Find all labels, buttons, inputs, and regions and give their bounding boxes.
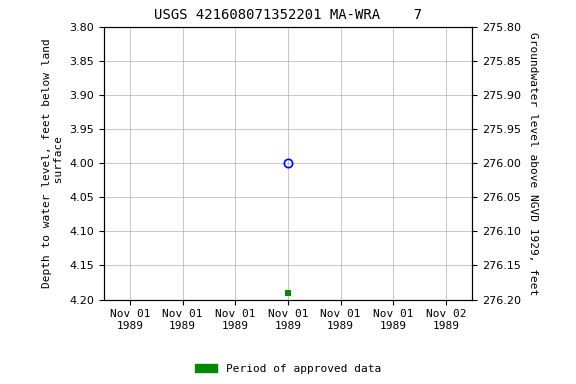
- Y-axis label: Groundwater level above NGVD 1929, feet: Groundwater level above NGVD 1929, feet: [528, 31, 538, 295]
- Legend: Period of approved data: Period of approved data: [191, 359, 385, 379]
- Title: USGS 421608071352201 MA-WRA    7: USGS 421608071352201 MA-WRA 7: [154, 8, 422, 22]
- Y-axis label: Depth to water level, feet below land
 surface: Depth to water level, feet below land su…: [42, 38, 63, 288]
